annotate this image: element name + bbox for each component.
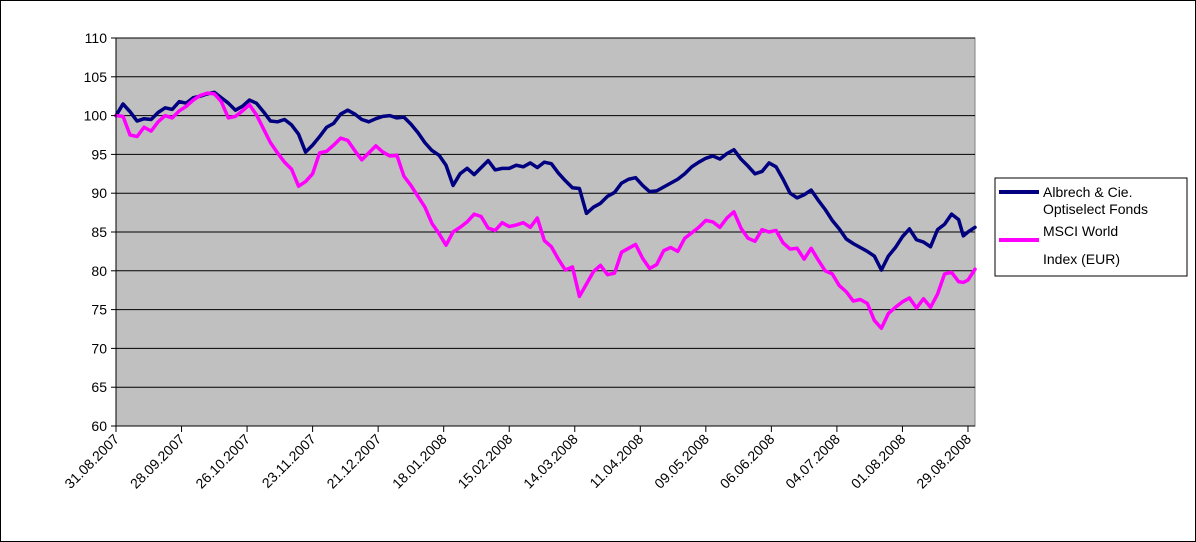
series-line-albrech bbox=[114, 90, 977, 272]
legend-label-albrech-line2: Optiselect Fonds bbox=[1043, 201, 1148, 217]
x-tick-label: 11.04.2008 bbox=[586, 431, 646, 491]
x-tick-label: 09.05.2008 bbox=[651, 431, 712, 492]
gridlines bbox=[116, 37, 975, 388]
y-tick-label: 75 bbox=[91, 302, 107, 318]
legend-label-msci-line1: MSCI World bbox=[1043, 223, 1118, 239]
x-tick-label: 06.06.2008 bbox=[717, 431, 778, 492]
y-tick-label: 90 bbox=[91, 185, 107, 201]
x-tick-label: 29.08.2008 bbox=[913, 431, 974, 492]
x-tick-label: 18.01.2008 bbox=[389, 431, 450, 492]
x-tick-label: 31.08.2007 bbox=[61, 431, 122, 492]
legend-label-albrech-line1: Albrech & Cie. bbox=[1043, 184, 1132, 200]
y-tick-label: 60 bbox=[91, 418, 107, 434]
x-tick-label: 04.07.2008 bbox=[782, 431, 843, 492]
y-tick-label: 110 bbox=[85, 30, 108, 46]
y-tick-label: 70 bbox=[91, 340, 107, 356]
y-tick-label: 80 bbox=[91, 263, 107, 279]
x-tick-label: 01.08.2008 bbox=[848, 431, 909, 492]
y-tick-label: 105 bbox=[84, 69, 108, 85]
x-tick-label: 28.09.2007 bbox=[127, 431, 188, 492]
series-line-msci bbox=[114, 91, 977, 330]
x-tick-label: 26.10.2007 bbox=[192, 431, 253, 492]
y-tick-label: 85 bbox=[91, 224, 107, 240]
legend-box bbox=[994, 177, 1188, 277]
legend: Albrech & Cie. Optiselect Fonds MSCI Wor… bbox=[994, 177, 1188, 277]
x-tick-label: 15.02.2008 bbox=[454, 431, 515, 492]
y-tick-label: 95 bbox=[91, 146, 107, 162]
y-tick-label: 100 bbox=[84, 108, 108, 124]
x-tick-label: 23.11.2007 bbox=[259, 431, 319, 491]
legend-label-msci-line2: Index (EUR) bbox=[1043, 251, 1120, 267]
x-tick-label: 21.12.2007 bbox=[323, 431, 384, 492]
series-layer bbox=[114, 90, 977, 330]
x-tick-label: 14.03.2008 bbox=[520, 431, 581, 492]
y-tick-label: 65 bbox=[91, 379, 107, 395]
